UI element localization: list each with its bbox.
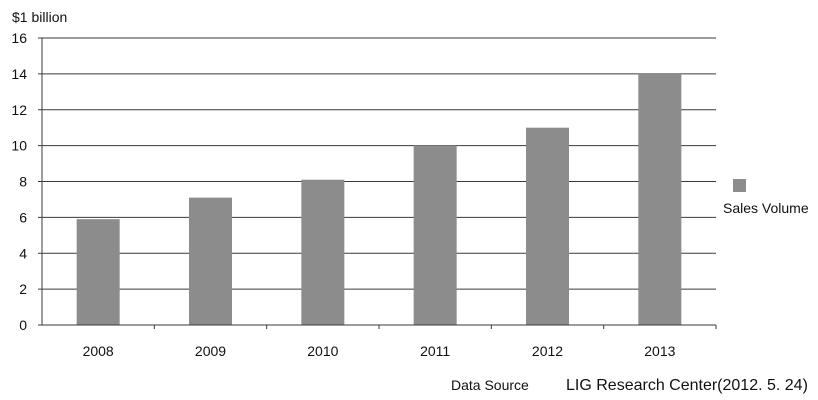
gridlines — [42, 37, 716, 290]
x-tick-label-2012: 2012 — [532, 343, 563, 359]
data-source-text: LIG Research Center(2012. 5. 24) — [566, 377, 808, 394]
bars — [76, 73, 682, 325]
y-tick-label-0: 0 — [19, 317, 27, 333]
axes — [38, 37, 717, 329]
x-tick-label-2009: 2009 — [195, 343, 226, 359]
y-tick-label-14: 14 — [11, 66, 27, 82]
y-tick-label-16: 16 — [11, 30, 27, 46]
bar-2013 — [638, 73, 682, 325]
x-tick-labels: 2008 2009 2010 2011 2012 2013 — [83, 343, 676, 359]
legend-swatch — [733, 179, 746, 192]
x-tick-label-2010: 2010 — [307, 343, 338, 359]
y-tick-label-2: 2 — [19, 281, 27, 297]
y-tick-labels: 0 2 4 6 8 10 12 14 16 — [11, 30, 27, 333]
x-tick-label-2008: 2008 — [83, 343, 114, 359]
data-source: Data Source LIG Research Center(2012. 5.… — [451, 377, 808, 394]
y-axis-label: $1 billion — [12, 9, 67, 25]
y-tick-label-6: 6 — [19, 209, 27, 225]
bar-2012 — [526, 127, 569, 325]
y-tick-label-10: 10 — [11, 138, 27, 154]
bar-2010 — [301, 179, 345, 325]
x-tick-label-2013: 2013 — [644, 343, 675, 359]
bar-2009 — [189, 197, 232, 325]
bar-2008 — [76, 219, 120, 325]
y-tick-label-4: 4 — [19, 245, 27, 261]
y-tick-label-8: 8 — [19, 174, 27, 190]
x-tick-label-2011: 2011 — [420, 343, 450, 359]
data-source-label: Data Source — [451, 377, 529, 393]
legend-entry-sales-volume: Sales Volume — [723, 200, 809, 216]
y-tick-label-12: 12 — [11, 102, 27, 118]
bar-2011 — [413, 145, 457, 325]
legend: Sales Volume — [723, 179, 809, 216]
